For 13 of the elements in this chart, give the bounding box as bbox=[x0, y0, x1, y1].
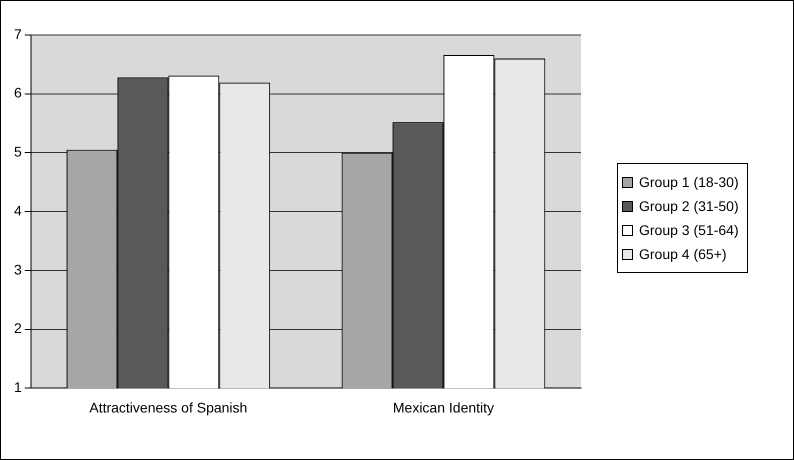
y-tick-label: 4 bbox=[14, 202, 22, 218]
y-tick-label: 1 bbox=[14, 379, 22, 396]
y-tick-label: 7 bbox=[14, 26, 22, 42]
x-tick-label: Mexican Identity bbox=[392, 399, 494, 416]
y-tick-label: 3 bbox=[14, 261, 22, 278]
x-tick-label: Attractiveness of Spanish bbox=[89, 399, 248, 416]
legend-label: Group 2 (31-50) bbox=[639, 198, 739, 214]
y-tick-label: 2 bbox=[14, 320, 22, 336]
y-tick-label: 5 bbox=[14, 144, 22, 160]
y-tick-label: 6 bbox=[14, 84, 22, 101]
legend-label: Group 4 (65+) bbox=[639, 246, 727, 262]
legend-label: Group 1 (18-30) bbox=[639, 174, 739, 190]
legend-label: Group 3 (51-64) bbox=[639, 222, 739, 238]
